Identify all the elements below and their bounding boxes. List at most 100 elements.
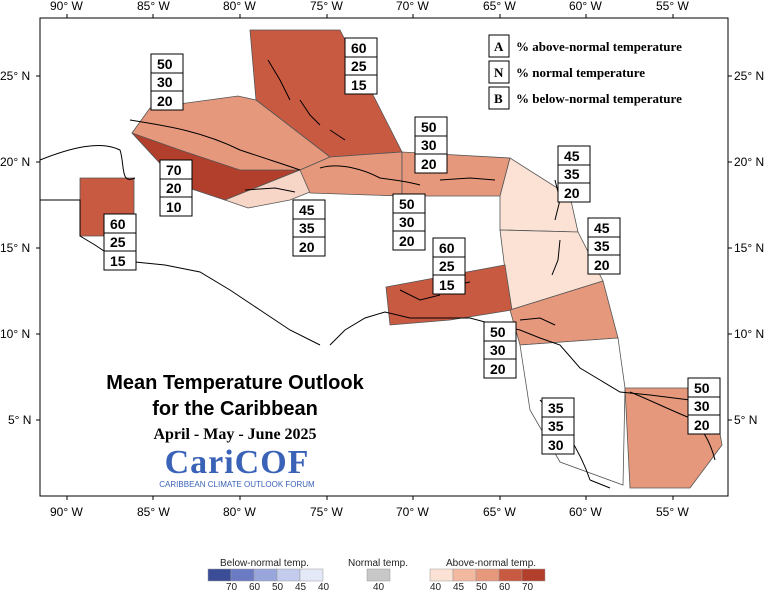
lat-label: 25° N [734, 69, 764, 83]
color-scale: Below-normal temp. Normal temp. Above-no… [207, 558, 546, 590]
value-box-leeward-islands: 45 35 20 [557, 145, 591, 203]
above-value: 45 [564, 148, 580, 164]
lon-label: 55° W [656, 0, 689, 13]
scale-swatch-normal [366, 568, 391, 582]
key-text-normal: % normal temperature [516, 65, 645, 80]
longitude-labels-top: 90° W 85° W 80° W 75° W 70° W 65° W 60° … [50, 0, 689, 13]
normal-value: 35 [548, 418, 564, 434]
lat-label: 20° N [0, 155, 30, 169]
scale-swatch-below-60 [230, 568, 255, 582]
value-box-belize: 60 25 15 [103, 213, 137, 271]
above-value: 35 [548, 400, 564, 416]
latitude-ticks [36, 75, 732, 421]
scale-tick: 50 [476, 582, 488, 590]
map-subtitle: for the Caribbean [152, 398, 318, 420]
value-box-abc-islands: 60 25 15 [432, 237, 466, 295]
region-abc-islands [385, 264, 513, 326]
latitude-labels-left: 25° N 20° N 15° N 10° N 5° N [0, 69, 31, 427]
scale-swatch-above-40 [429, 568, 454, 582]
lon-label: 85° W [137, 0, 170, 13]
above-value: 70 [166, 162, 182, 178]
scale-swatch-below-45 [276, 568, 301, 582]
lon-label: 90° W [50, 0, 83, 13]
latitude-labels-right: 25° N 20° N 15° N 10° N 5° N [734, 69, 764, 427]
scale-swatch-above-60 [498, 568, 523, 582]
value-box-guyana: 35 35 30 [541, 397, 575, 455]
below-value: 15 [351, 77, 367, 93]
lat-label: 15° N [734, 241, 764, 255]
scale-label-above: Above-normal temp. [446, 558, 536, 569]
below-value: 20 [694, 417, 710, 433]
key-letter-below: B [494, 91, 503, 106]
lon-label: 60° W [569, 505, 602, 519]
lon-label: 90° W [50, 505, 83, 519]
value-box-jamaica: 45 35 20 [292, 199, 326, 257]
key-letter-normal: N [494, 65, 504, 80]
above-value: 50 [399, 196, 415, 212]
above-value: 50 [157, 56, 173, 72]
above-value: 45 [594, 220, 610, 236]
key-text-below: % below-normal temperature [516, 91, 682, 106]
below-value: 20 [399, 233, 415, 249]
scale-tick: 40 [373, 582, 385, 590]
lat-label: 10° N [0, 327, 30, 341]
scale-tick: 70 [226, 582, 238, 590]
lat-label: 25° N [0, 69, 30, 83]
scale-swatch-above-50 [475, 568, 500, 582]
below-value: 15 [439, 277, 455, 293]
category-key: A % above-normal temperature N % normal … [476, 28, 722, 114]
lon-label: 65° W [483, 505, 516, 519]
lon-label: 85° W [137, 505, 170, 519]
value-box-windward-islands: 45 35 20 [587, 217, 621, 275]
scale-label-below: Below-normal temp. [220, 558, 309, 569]
below-value: 20 [594, 257, 610, 273]
caricof-logo: CariCOF CARIBBEAN CLIMATE OUTLOOK FORUM [148, 444, 326, 490]
value-box-greater-antilles-east: 50 30 20 [414, 116, 448, 174]
value-box-suriname-guiana: 50 30 20 [687, 377, 721, 435]
value-box-bahamas: 60 25 15 [344, 37, 378, 95]
lon-label: 65° W [483, 0, 516, 13]
above-value: 60 [439, 240, 455, 256]
value-box-cuba-central: 70 20 10 [159, 159, 193, 217]
scale-tick: 60 [499, 582, 511, 590]
normal-value: 30 [399, 214, 415, 230]
scale-swatch-above-45 [452, 568, 477, 582]
logo-wordmark: CariCOF [164, 444, 310, 481]
below-value: 15 [110, 253, 126, 269]
below-value: 20 [490, 361, 506, 377]
lon-label: 70° W [396, 505, 429, 519]
below-value: 10 [166, 199, 182, 215]
scale-tick: 40 [318, 582, 330, 590]
scale-label-normal: Normal temp. [348, 558, 408, 569]
value-box-northern-caribbean: 50 30 20 [150, 53, 184, 111]
lon-label: 80° W [223, 505, 256, 519]
above-value: 50 [694, 380, 710, 396]
lon-label: 80° W [223, 0, 256, 13]
scale-tick: 60 [249, 582, 261, 590]
lon-label: 55° W [656, 505, 689, 519]
longitude-ticks [66, 14, 674, 500]
below-value: 20 [564, 185, 580, 201]
above-value: 50 [490, 324, 506, 340]
value-box-hispaniola: 50 30 20 [392, 193, 426, 251]
region-value-boxes: 60 25 15 50 30 20 70 20 10 60 25 15 [103, 37, 721, 455]
scale-tick: 40 [430, 582, 442, 590]
lon-label: 75° W [310, 0, 343, 13]
scale-swatch-below-40 [299, 568, 324, 582]
lon-label: 60° W [569, 0, 602, 13]
normal-value: 30 [490, 342, 506, 358]
above-value: 60 [351, 40, 367, 56]
longitude-labels-bottom: 90° W 85° W 80° W 75° W 70° W 65° W 60° … [50, 505, 689, 519]
scale-swatch-below-70 [207, 568, 232, 582]
above-value: 50 [421, 119, 437, 135]
normal-value: 30 [694, 398, 710, 414]
lat-label: 5° N [734, 413, 757, 427]
normal-value: 35 [594, 238, 610, 254]
below-value: 20 [157, 93, 173, 109]
scale-swatch-below-50 [253, 568, 278, 582]
map-title: Mean Temperature Outlook [106, 372, 364, 394]
key-letter-above: A [494, 39, 504, 54]
scale-tick: 45 [295, 582, 307, 590]
normal-value: 35 [299, 220, 315, 236]
